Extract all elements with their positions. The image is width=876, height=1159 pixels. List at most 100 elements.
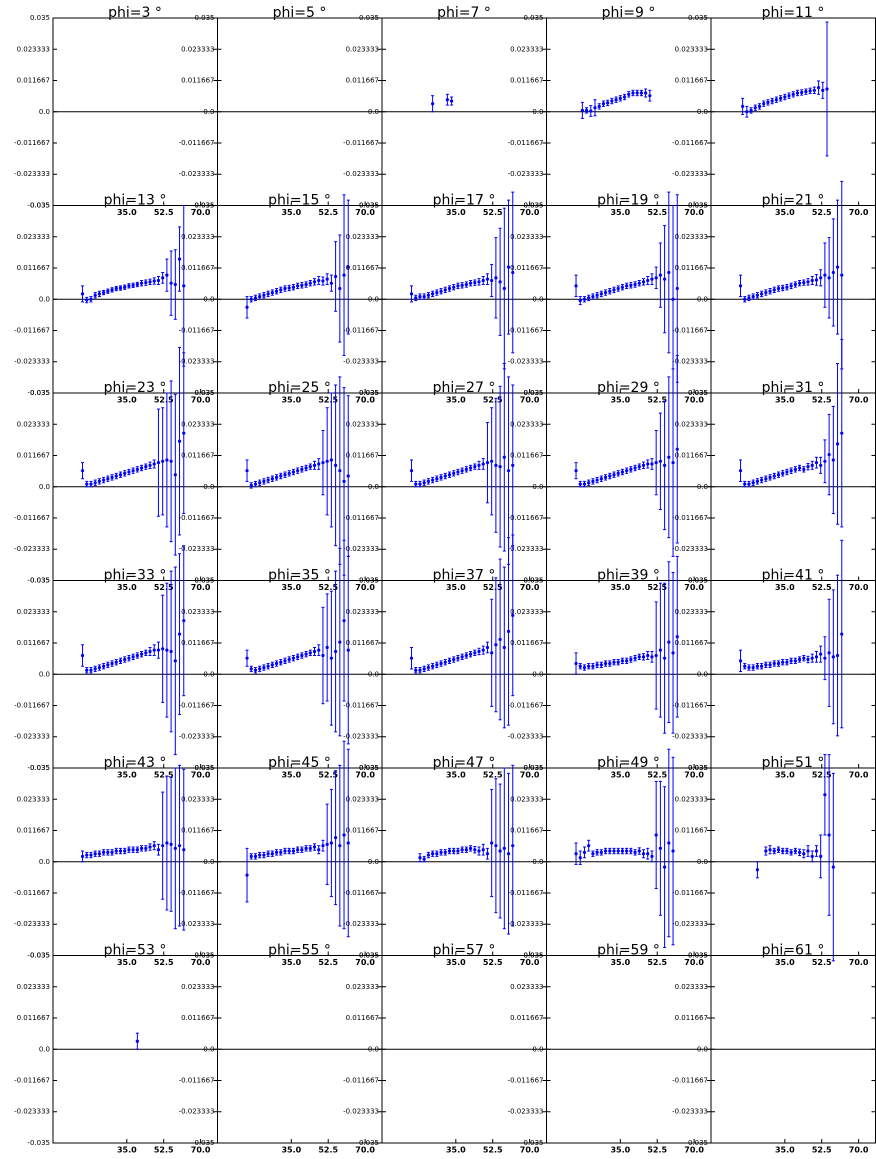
y-tick-label: -0.011667 xyxy=(672,139,708,147)
panel-title: phi=5 ° xyxy=(273,5,327,21)
data-point xyxy=(325,277,329,281)
data-point xyxy=(654,653,658,658)
data-point xyxy=(793,282,797,287)
data-point xyxy=(620,849,625,853)
data-point xyxy=(610,99,614,103)
data-point xyxy=(418,856,422,860)
data-point xyxy=(658,459,662,463)
data-point xyxy=(346,474,350,478)
y-tick-label: 0.035 xyxy=(194,577,214,585)
data-point xyxy=(753,106,757,110)
data-point xyxy=(312,280,317,284)
data-point xyxy=(574,284,578,288)
data-point xyxy=(578,856,582,860)
data-point xyxy=(283,659,287,663)
y-tick-label: -0.023333 xyxy=(14,1108,50,1116)
x-tick-label: 52.5 xyxy=(647,1146,667,1155)
panel-title: phi=9 ° xyxy=(602,5,656,21)
x-tick-label: 70.0 xyxy=(355,208,375,217)
panel-title: phi=27 ° xyxy=(433,380,496,396)
data-point xyxy=(641,655,646,659)
data-point xyxy=(599,477,603,481)
data-point xyxy=(414,296,418,300)
data-point xyxy=(608,849,612,853)
data-point xyxy=(291,470,296,474)
panel-title: phi=11 ° xyxy=(762,5,825,21)
data-point xyxy=(648,94,652,98)
x-tick-label: 52.5 xyxy=(647,583,667,592)
data-point xyxy=(802,467,806,471)
x-tick-label: 52.5 xyxy=(812,1146,832,1155)
data-point xyxy=(266,664,270,668)
data-point xyxy=(165,273,169,277)
y-tick-label: 0.011667 xyxy=(181,639,214,647)
data-point xyxy=(498,849,502,853)
data-point xyxy=(139,466,144,470)
x-tick-label: 70.0 xyxy=(355,1146,375,1155)
data-point xyxy=(431,102,435,106)
y-tick-label: -0.023333 xyxy=(508,358,544,366)
y-tick-label: -0.023333 xyxy=(179,733,215,741)
y-tick-label: -0.035 xyxy=(521,1139,544,1147)
data-point xyxy=(283,286,287,291)
data-point xyxy=(667,270,671,275)
data-point xyxy=(582,482,587,486)
y-tick-label: 0.035 xyxy=(359,389,379,397)
y-tick-label: 0.035 xyxy=(194,952,214,960)
data-point xyxy=(481,848,485,852)
data-point xyxy=(810,278,814,283)
data-point xyxy=(578,298,582,303)
data-point xyxy=(629,467,633,471)
x-tick-label: 70.0 xyxy=(684,1146,704,1155)
x-tick-label: 35.0 xyxy=(775,958,795,967)
data-point xyxy=(625,849,629,853)
data-point xyxy=(781,286,785,290)
y-tick-label: 0.0 xyxy=(532,108,543,116)
panel-title: phi=49 ° xyxy=(597,755,660,771)
x-tick-label: 35.0 xyxy=(610,1146,630,1155)
data-point xyxy=(776,661,781,666)
y-tick-label: 0.023333 xyxy=(675,420,708,428)
data-point xyxy=(751,481,755,485)
y-tick-label: 0.035 xyxy=(30,14,50,22)
y-tick-label: 0.011667 xyxy=(181,264,214,272)
y-tick-label: -0.011667 xyxy=(14,702,50,710)
data-point xyxy=(118,659,123,663)
y-tick-label: 0.0 xyxy=(532,295,543,303)
y-tick-label: 0.035 xyxy=(688,952,708,960)
data-point xyxy=(262,293,266,297)
x-tick-label: 70.0 xyxy=(520,583,540,592)
data-point xyxy=(633,282,637,287)
x-tick-label: 35.0 xyxy=(117,396,137,405)
y-tick-label: -0.011667 xyxy=(343,702,379,710)
x-tick-label: 70.0 xyxy=(520,208,540,217)
y-tick-label: 0.023333 xyxy=(675,608,708,616)
data-point xyxy=(253,482,258,486)
y-tick-label: 0.0 xyxy=(39,295,50,303)
data-point xyxy=(595,663,599,667)
data-point xyxy=(312,649,317,654)
data-point xyxy=(603,661,608,666)
data-point xyxy=(574,469,578,473)
data-point xyxy=(258,853,262,857)
data-point xyxy=(317,462,321,466)
data-point xyxy=(182,284,186,288)
data-point xyxy=(644,91,648,95)
data-point xyxy=(80,469,85,473)
x-tick-label: 52.5 xyxy=(318,583,338,592)
data-point xyxy=(338,286,342,291)
data-point xyxy=(270,663,274,667)
data-point xyxy=(346,265,350,269)
data-point xyxy=(177,439,182,443)
data-point xyxy=(827,453,831,457)
data-point xyxy=(639,91,644,95)
y-tick-label: -0.023333 xyxy=(14,170,50,178)
y-tick-label: -0.011667 xyxy=(343,327,379,335)
data-point xyxy=(633,850,637,854)
y-tick-label: -0.023333 xyxy=(179,170,215,178)
y-tick-label: 0.011667 xyxy=(510,826,543,834)
data-point xyxy=(658,846,662,850)
data-point xyxy=(473,651,477,655)
y-tick-label: 0.023333 xyxy=(510,233,543,241)
data-point xyxy=(464,467,468,471)
